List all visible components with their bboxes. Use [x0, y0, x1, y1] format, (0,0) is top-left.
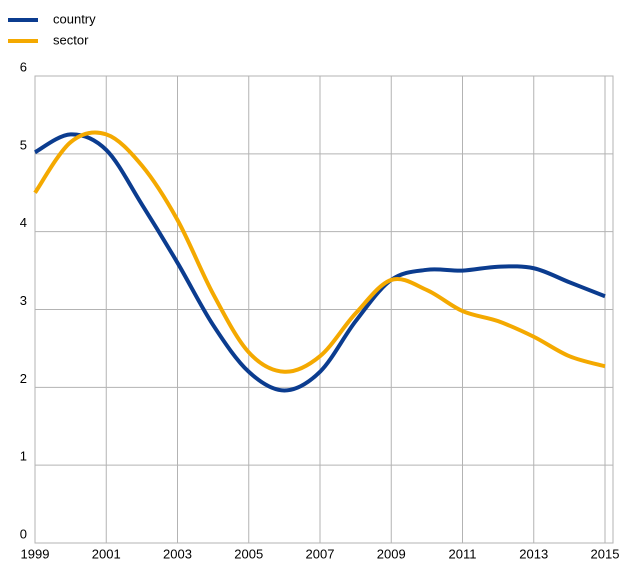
plot-frame	[34, 75, 614, 544]
y-tick-label: 4	[20, 215, 27, 230]
y-tick-label: 3	[20, 293, 27, 308]
y-tick-label: 6	[20, 59, 27, 74]
x-tick-label: 2003	[163, 546, 192, 561]
y-tick-label: 2	[20, 371, 27, 386]
x-tick-label: 2007	[306, 546, 335, 561]
data-line	[34, 132, 606, 393]
y-tick-label: 1	[20, 449, 27, 464]
legend-label: sector	[53, 32, 89, 47]
x-tick-label: 1999	[21, 546, 50, 561]
legend-label: country	[53, 11, 96, 26]
data-line	[33, 130, 606, 374]
y-tick-label: 5	[20, 137, 27, 152]
y-tick-label: 0	[20, 526, 27, 541]
x-tick-label: 2013	[519, 546, 548, 561]
x-tick-label: 2005	[234, 546, 263, 561]
x-tick-label: 2009	[377, 546, 406, 561]
x-tick-label: 2011	[449, 546, 477, 561]
x-tick-label: 2015	[591, 546, 620, 561]
x-tick-label: 2001	[92, 546, 121, 561]
